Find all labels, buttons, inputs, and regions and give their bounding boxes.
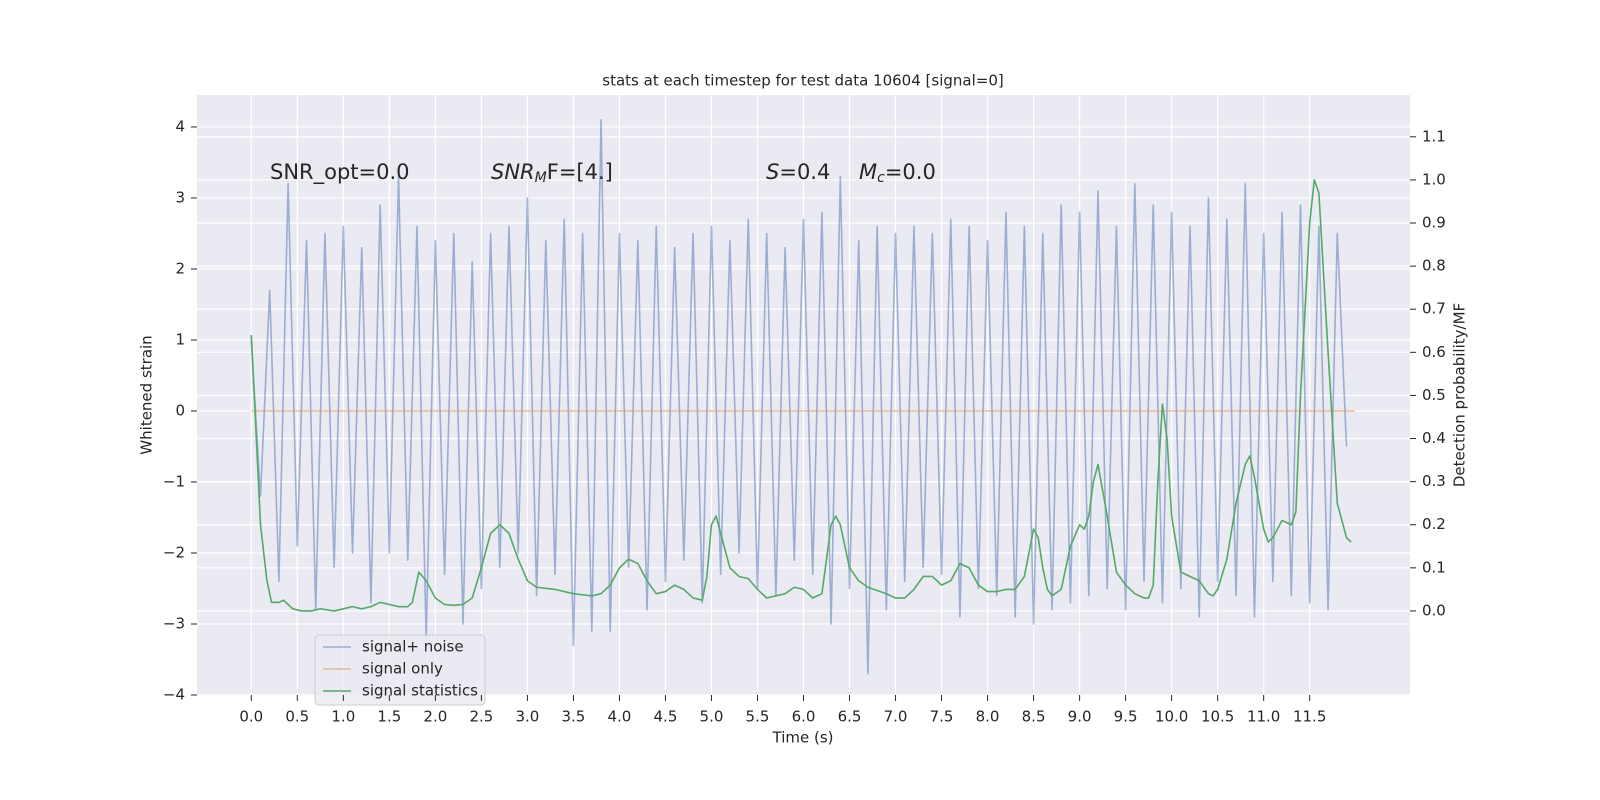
y2-tick-label: 0.0	[1422, 601, 1446, 619]
y2-tick-label: 1.1	[1422, 127, 1446, 145]
x-tick-label: 7.0	[884, 708, 908, 726]
x-tick-label: 3.0	[515, 708, 539, 726]
y2-tick-label: 0.6	[1422, 343, 1446, 361]
x-tick-label: 1.0	[331, 708, 355, 726]
y-tick-label: 0	[175, 401, 185, 419]
y-tick-label: 1	[175, 330, 185, 348]
annotation-part: =0.0	[885, 160, 936, 184]
x-tick-label: 9.0	[1068, 708, 1092, 726]
chart-title: stats at each timestep for test data 106…	[602, 72, 1003, 90]
annotation: S=0.4	[766, 160, 830, 184]
y-tick-label: −1	[163, 472, 185, 490]
y-tick-label: 3	[175, 188, 185, 206]
annotation: SNR_opt=0.0	[270, 160, 410, 185]
x-tick-label: 5.0	[700, 708, 724, 726]
annotation-sub: M	[535, 170, 547, 186]
x-tick-label: 10.5	[1201, 708, 1234, 726]
annotation-part: S	[766, 160, 779, 184]
y-tick-label: −3	[163, 614, 185, 632]
series-line	[250, 119, 1348, 675]
x-tick-label: 1.5	[377, 708, 401, 726]
annotation: SNRMF=[4.]	[491, 160, 613, 186]
marks	[250, 119, 1355, 675]
y2-tick-label: 0.3	[1422, 472, 1446, 490]
x-tick-label: 6.5	[838, 708, 862, 726]
series-line	[250, 179, 1352, 612]
annotation-part: SNR	[491, 160, 535, 184]
x-tick-label: 4.0	[608, 708, 632, 726]
x-tick-label: 4.5	[654, 708, 678, 726]
y2-tick-label: 0.5	[1422, 386, 1446, 404]
annotation-part: F=[4.]	[547, 160, 613, 184]
x-tick-label: 11.5	[1293, 708, 1326, 726]
annotation: Mc=0.0	[859, 160, 936, 186]
x-tick-label: 8.5	[1022, 708, 1046, 726]
y2-tick-label: 0.7	[1422, 300, 1446, 318]
annotation-sub: c	[877, 170, 885, 186]
x-tick-label: 2.0	[423, 708, 447, 726]
x-tick-label: 5.5	[746, 708, 770, 726]
x-tick-label: 8.0	[976, 708, 1000, 726]
y2-tick-label: 0.1	[1422, 558, 1446, 576]
x-tick-label: 6.0	[792, 708, 816, 726]
x-tick-label: 0.5	[285, 708, 309, 726]
y-tick-label: −4	[163, 686, 185, 704]
y-tick-label: 4	[175, 117, 185, 135]
y2-tick-label: 0.9	[1422, 214, 1446, 232]
y-tick-label: −2	[163, 543, 185, 561]
y-axis-label: Whitened strain	[138, 335, 156, 454]
y2-tick-label: 0.8	[1422, 257, 1446, 275]
x-tick-label: 3.5	[561, 708, 585, 726]
legend-label: signal only	[362, 660, 443, 678]
x-tick-label: 2.5	[469, 708, 493, 726]
annotation-part: =0.4	[779, 160, 830, 184]
x-tick-label: 7.5	[930, 708, 954, 726]
x-axis-label: Time (s)	[772, 729, 834, 747]
x-tick-label: 9.5	[1114, 708, 1138, 726]
y2-tick-label: 1.0	[1422, 170, 1446, 188]
x-tick-label: 0.0	[239, 708, 263, 726]
x-tick-label: 10.0	[1155, 708, 1188, 726]
annotation-part: M	[859, 160, 877, 184]
y2-axis-label: Detection probability/MF	[1451, 303, 1469, 487]
legend-label: signal statistics	[362, 682, 478, 700]
x-tick-label: 11.0	[1247, 708, 1280, 726]
legend-label: signal+ noise	[362, 638, 464, 656]
y2-tick-label: 0.2	[1422, 515, 1446, 533]
y2-tick-label: 0.4	[1422, 429, 1446, 447]
legend-box	[314, 634, 486, 706]
y-tick-label: 2	[175, 259, 185, 277]
legend: signal+ noise signal only signal statistic…	[314, 634, 486, 706]
